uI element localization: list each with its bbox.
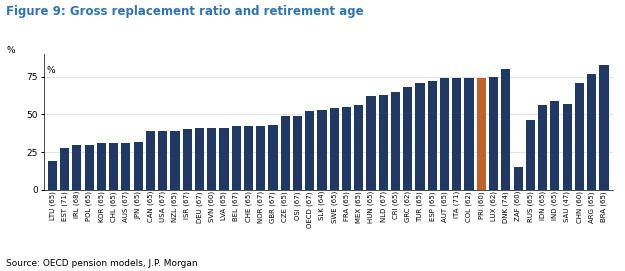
Bar (134, 141, 142, 190)
Bar (440, 78, 449, 190)
Bar (97, 143, 106, 190)
Bar (244, 127, 253, 190)
Bar (232, 127, 241, 190)
Bar (293, 116, 302, 190)
Bar (158, 131, 168, 190)
Bar (428, 81, 437, 190)
Bar (379, 95, 388, 190)
Bar (146, 131, 155, 190)
Bar (60, 147, 69, 190)
Bar (329, 108, 339, 190)
Bar (121, 143, 131, 190)
Bar (514, 167, 522, 190)
Bar (366, 96, 376, 190)
Text: %: % (46, 66, 55, 75)
Text: %: % (6, 46, 15, 55)
Bar (48, 161, 57, 190)
Bar (538, 105, 548, 190)
Text: Figure 9: Gross replacement ratio and retirement age: Figure 9: Gross replacement ratio and re… (6, 5, 364, 18)
Bar (416, 83, 424, 190)
Bar (182, 130, 192, 190)
Text: Source: OECD pension models, J.P. Morgan: Source: OECD pension models, J.P. Morgan (6, 259, 198, 268)
Bar (550, 101, 559, 190)
Bar (403, 87, 412, 190)
Bar (219, 128, 229, 190)
Bar (391, 92, 400, 190)
Bar (501, 69, 511, 190)
Bar (526, 120, 535, 190)
Bar (342, 107, 351, 190)
Bar (318, 110, 327, 190)
Bar (170, 131, 179, 190)
Bar (354, 105, 363, 190)
Bar (599, 65, 609, 190)
Bar (477, 78, 486, 190)
Bar (562, 104, 572, 190)
Bar (305, 111, 314, 190)
Bar (207, 128, 216, 190)
Bar (452, 78, 461, 190)
Bar (575, 83, 584, 190)
Bar (84, 144, 94, 190)
Bar (281, 116, 290, 190)
Bar (464, 78, 474, 190)
Bar (256, 127, 265, 190)
Bar (72, 144, 81, 190)
Bar (489, 77, 498, 190)
Bar (109, 143, 118, 190)
Bar (587, 74, 596, 190)
Bar (195, 128, 204, 190)
Bar (268, 125, 278, 190)
